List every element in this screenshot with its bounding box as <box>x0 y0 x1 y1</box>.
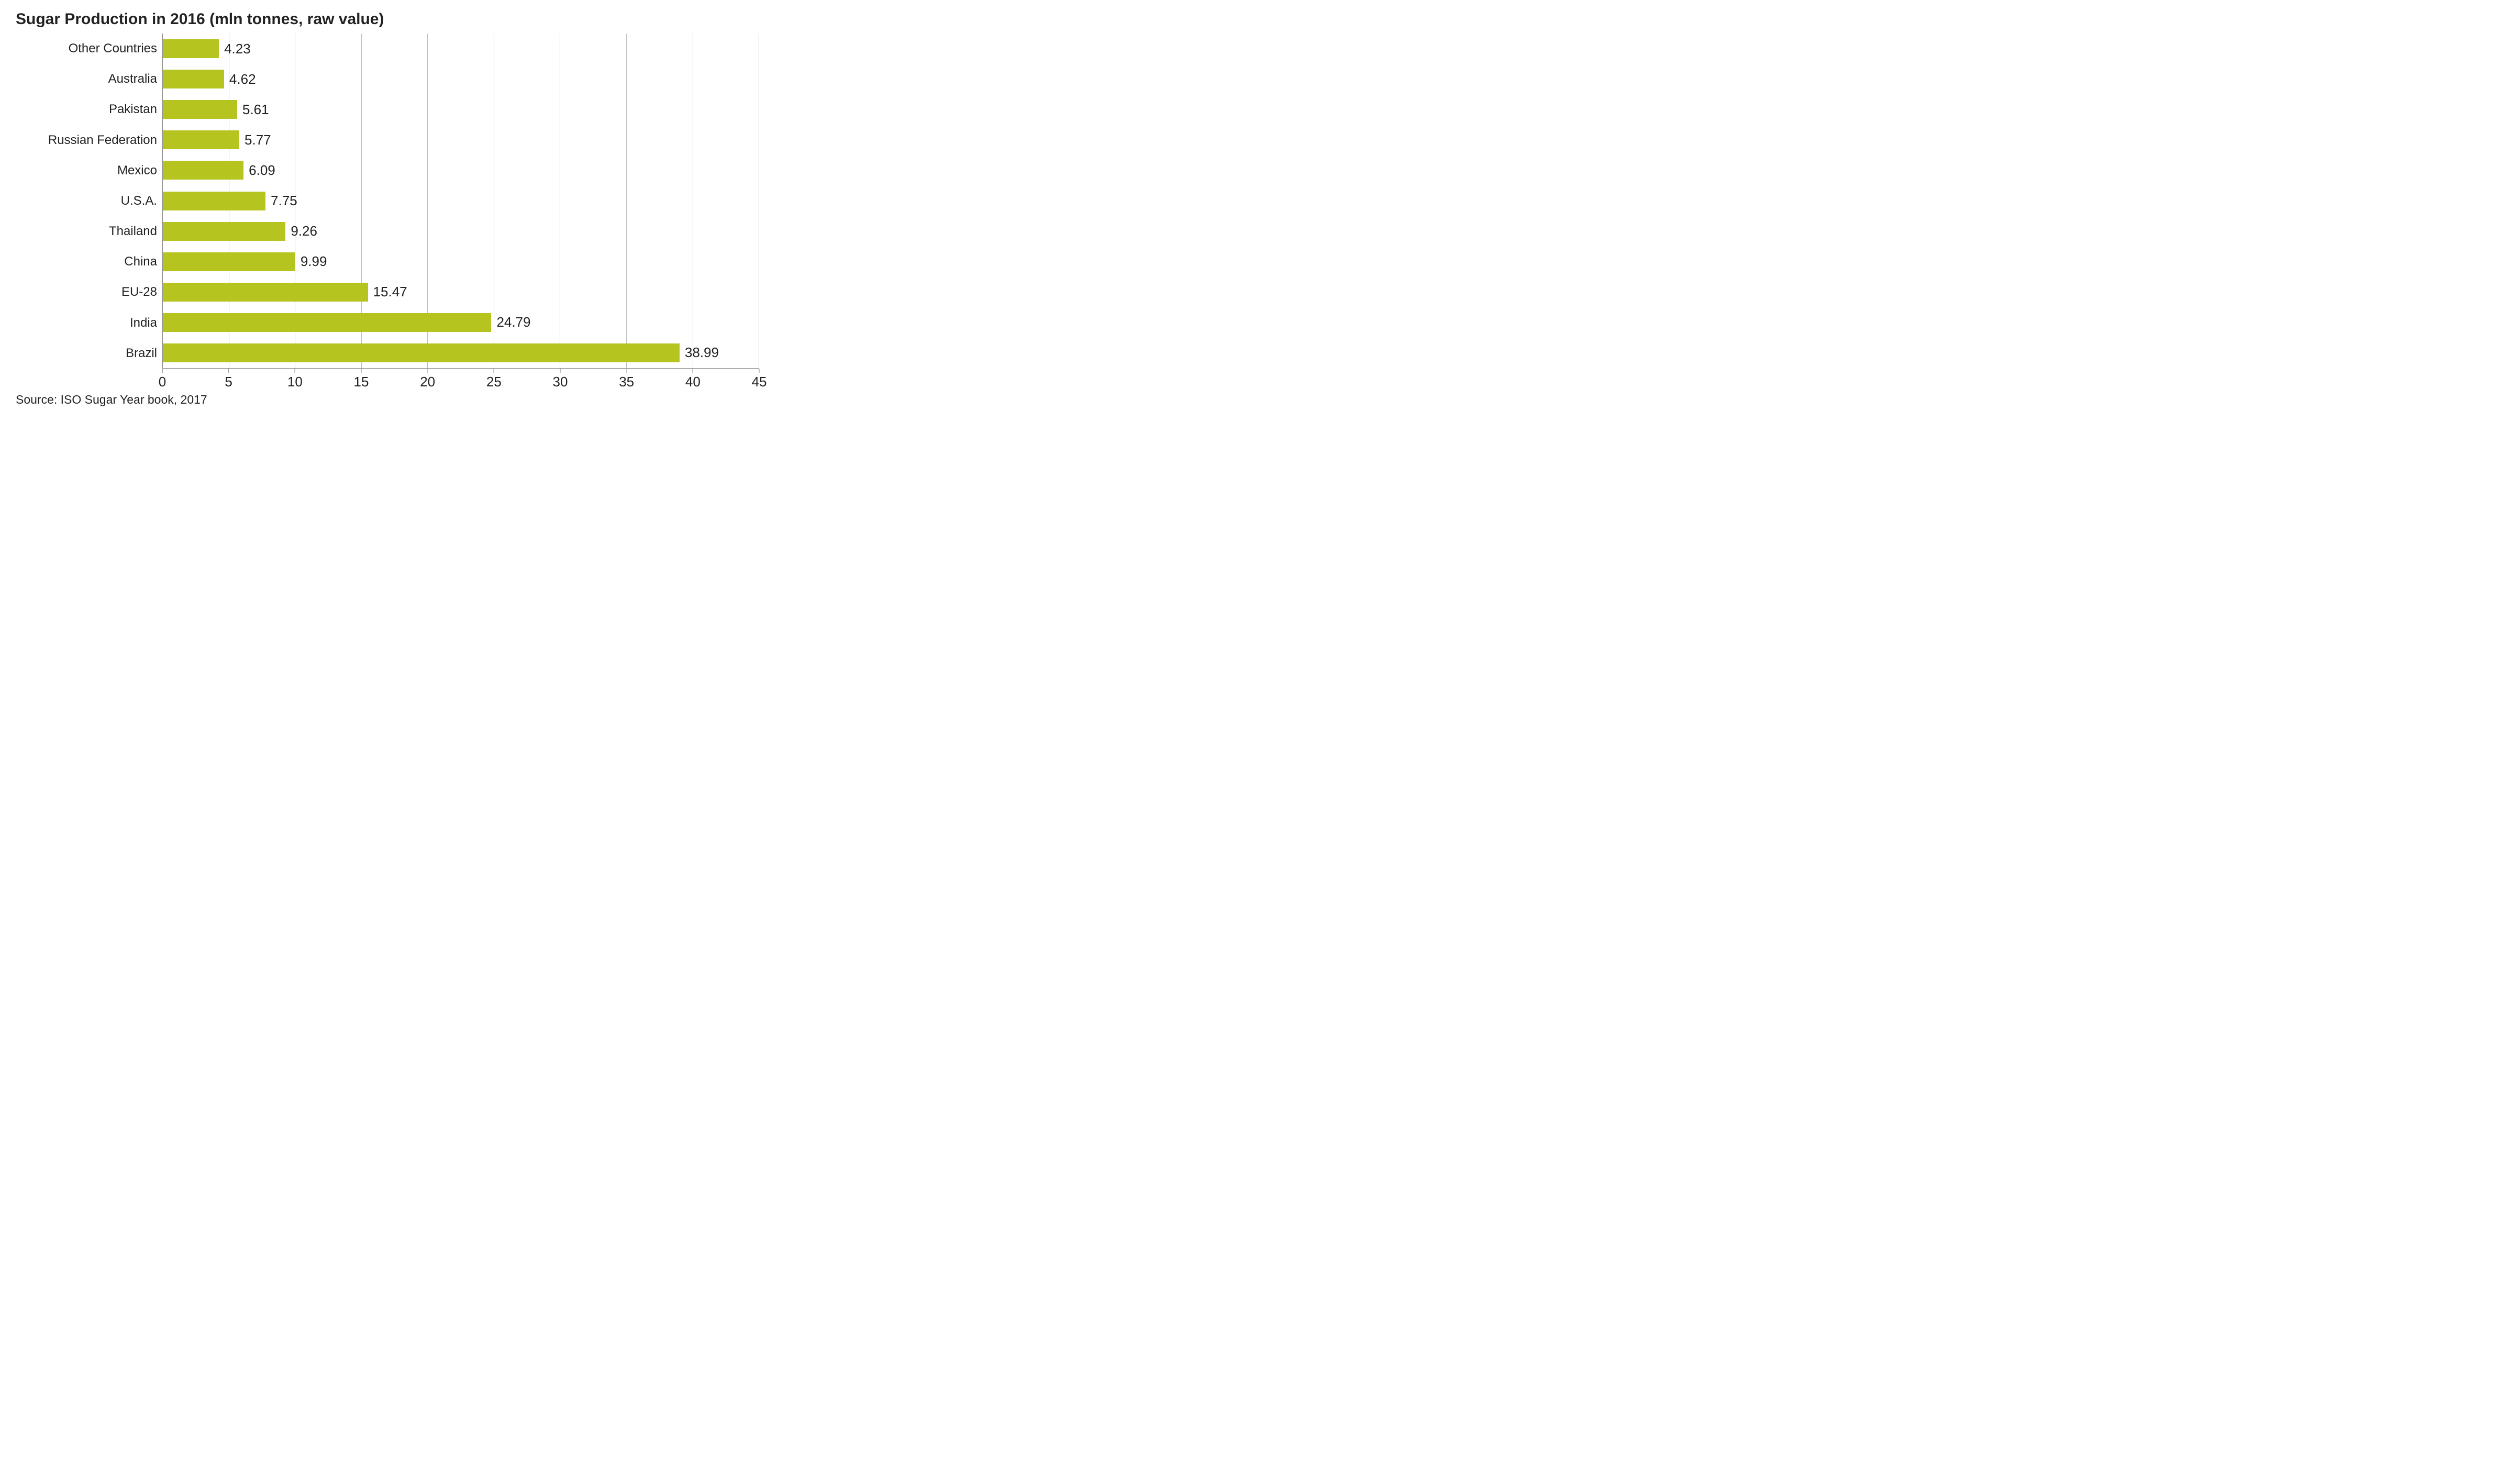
x-axis-tick: 5 <box>225 369 232 390</box>
x-axis-tick: 15 <box>354 369 369 390</box>
x-tick-label: 25 <box>486 374 502 390</box>
bar-row: 7.75 <box>163 185 759 216</box>
chart-source: Source: ISO Sugar Year book, 2017 <box>16 393 759 407</box>
chart-container: Sugar Production in 2016 (mln tonnes, ra… <box>0 0 775 415</box>
bar-row: 4.62 <box>163 64 759 94</box>
bar-value-label: 38.99 <box>685 345 719 361</box>
bar-row: 24.79 <box>163 307 759 338</box>
x-axis-tick: 45 <box>752 369 767 390</box>
bar <box>163 283 368 302</box>
bar-value-label: 5.61 <box>242 102 269 118</box>
bar-row: 6.09 <box>163 155 759 185</box>
x-tick-mark <box>162 369 163 373</box>
y-axis-label: Brazil <box>16 346 157 361</box>
bar-value-label: 6.09 <box>249 162 275 179</box>
y-axis-label: Australia <box>16 72 157 86</box>
bar-row: 38.99 <box>163 338 759 368</box>
bar-row: 9.99 <box>163 247 759 277</box>
bar-row: 5.61 <box>163 94 759 125</box>
x-axis-tick: 25 <box>486 369 502 390</box>
bar <box>163 192 265 210</box>
x-tick-label: 5 <box>225 374 232 390</box>
bar-value-label: 4.23 <box>224 41 251 57</box>
x-axis-tick: 35 <box>619 369 634 390</box>
bar-value-label: 5.77 <box>245 132 271 148</box>
x-axis-spacer <box>16 369 162 390</box>
y-axis-label: Russian Federation <box>16 133 157 148</box>
x-tick-label: 20 <box>420 374 435 390</box>
bars: 4.23 4.62 5.61 5.77 6.09 7.75 9.26 9.99 15.47 24.… <box>163 34 759 368</box>
y-axis-label: Pakistan <box>16 102 157 117</box>
chart-title: Sugar Production in 2016 (mln tonnes, ra… <box>16 10 759 28</box>
bar-value-label: 9.26 <box>291 223 317 239</box>
bar-value-label: 7.75 <box>271 193 297 209</box>
x-tick-label: 0 <box>159 374 166 390</box>
plot-area: Other Countries Australia Pakistan Russian … <box>16 34 759 369</box>
bar <box>163 39 219 58</box>
x-tick-label: 30 <box>553 374 568 390</box>
y-axis-label: U.S.A. <box>16 194 157 208</box>
y-axis-label: China <box>16 254 157 269</box>
x-tick-mark <box>427 369 428 373</box>
x-axis-tick: 30 <box>553 369 568 390</box>
x-axis-tick: 0 <box>159 369 166 390</box>
y-axis-label: Mexico <box>16 163 157 178</box>
bar <box>163 100 237 119</box>
bars-region: 4.23 4.62 5.61 5.77 6.09 7.75 9.26 9.99 15.47 24.… <box>162 34 759 369</box>
x-tick-label: 10 <box>287 374 303 390</box>
bar <box>163 130 239 149</box>
x-tick-label: 15 <box>354 374 369 390</box>
bar <box>163 343 680 362</box>
bar <box>163 70 224 88</box>
bar-row: 5.77 <box>163 125 759 155</box>
x-axis-ticks: 051015202530354045 <box>162 369 759 390</box>
bar <box>163 222 285 241</box>
bar-value-label: 15.47 <box>373 284 407 300</box>
bar <box>163 313 491 332</box>
x-axis-tick: 10 <box>287 369 303 390</box>
bar-row: 4.23 <box>163 34 759 64</box>
y-axis-labels: Other Countries Australia Pakistan Russian … <box>16 34 162 369</box>
y-axis-label: Other Countries <box>16 41 157 56</box>
x-axis-tick: 20 <box>420 369 435 390</box>
bar <box>163 252 295 271</box>
bar <box>163 161 243 180</box>
x-tick-label: 35 <box>619 374 634 390</box>
x-axis: 051015202530354045 <box>16 369 759 390</box>
bar-value-label: 9.99 <box>301 253 327 270</box>
y-axis-label: India <box>16 316 157 330</box>
bar-value-label: 24.79 <box>496 314 530 330</box>
bar-value-label: 4.62 <box>229 71 256 87</box>
x-axis-tick: 40 <box>685 369 701 390</box>
y-axis-label: EU-28 <box>16 285 157 299</box>
bar-row: 9.26 <box>163 216 759 247</box>
x-tick-mark <box>228 369 229 373</box>
x-tick-label: 45 <box>752 374 767 390</box>
x-tick-mark <box>626 369 627 373</box>
y-axis-label: Thailand <box>16 224 157 239</box>
bar-row: 15.47 <box>163 277 759 307</box>
x-tick-label: 40 <box>685 374 701 390</box>
